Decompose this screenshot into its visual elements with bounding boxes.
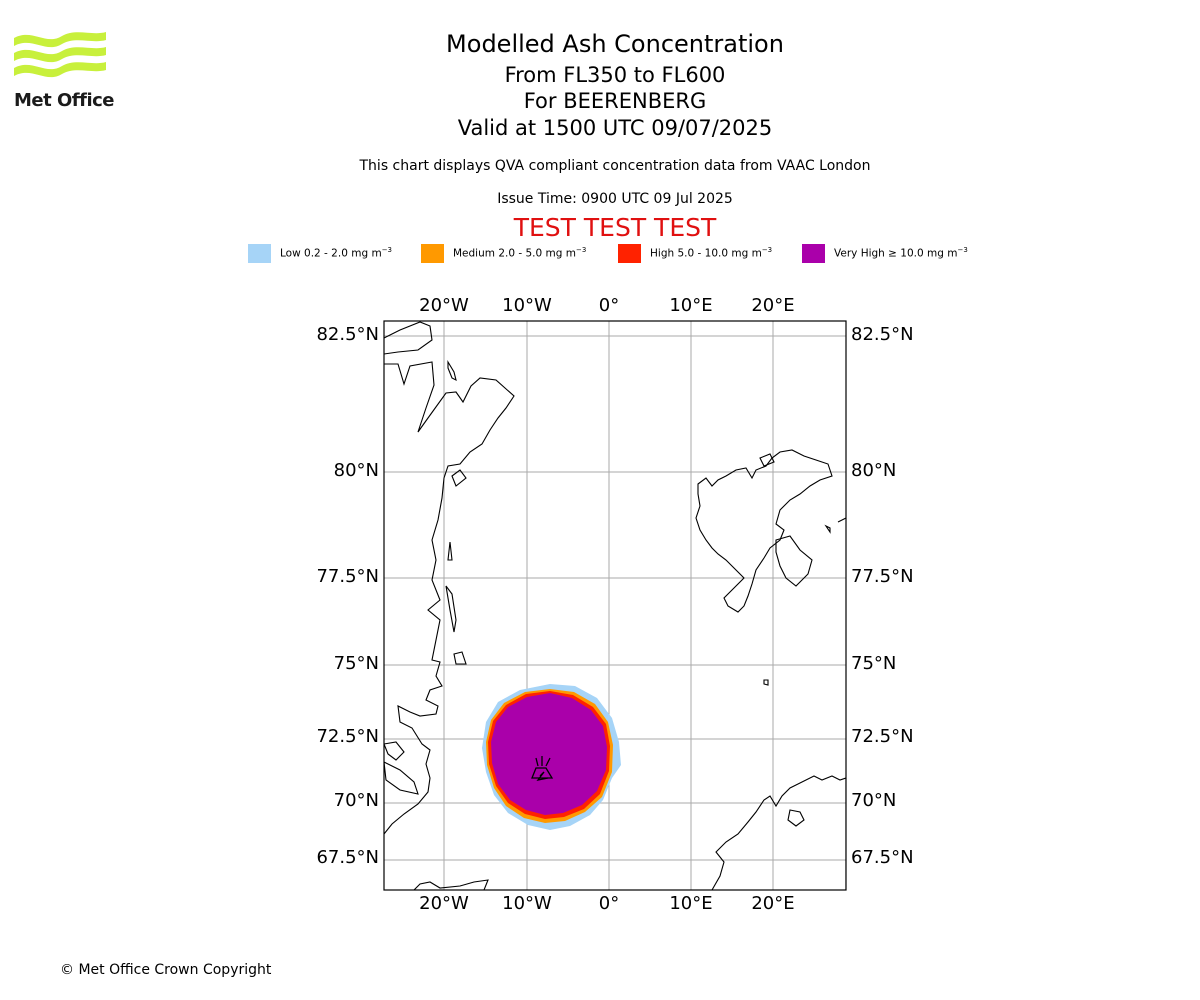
lon-label-top: 20°E [751, 295, 795, 316]
map-frame [384, 321, 846, 890]
lon-label-top: 0° [598, 295, 620, 316]
lon-label-top: 10°E [669, 295, 713, 316]
coastline-island [384, 741, 405, 761]
coastline-island [759, 453, 775, 467]
logo-text: Met Office [14, 90, 115, 111]
lon-label-bottom: 10°E [669, 893, 713, 914]
lat-label-right: 77.5°N [851, 566, 914, 587]
lon-label-bottom: 20°W [419, 893, 469, 914]
issue-time: Issue Time: 0900 UTC 09 Jul 2025 [497, 191, 733, 207]
lat-label-left: 72.5°N [316, 726, 379, 747]
lat-label-left: 80°N [333, 460, 379, 481]
lat-label-left: 75°N [333, 653, 379, 674]
legend-label-high: High 5.0 - 10.0 mg m−3 [650, 246, 773, 260]
coastlines [384, 321, 846, 890]
coastline-island [824, 524, 831, 534]
map-border [383, 320, 847, 891]
lat-label-right: 67.5°N [851, 847, 914, 868]
coastline-island [445, 585, 457, 633]
lat-label-right: 82.5°N [851, 324, 914, 345]
lat-label-left: 70°N [333, 790, 379, 811]
lat-label-right: 72.5°N [851, 726, 914, 747]
coastline-island [447, 541, 453, 561]
legend-label-low: Low 0.2 - 2.0 mg m−3 [280, 246, 393, 260]
coastline-norway [711, 775, 846, 890]
lon-label-top: 10°W [502, 295, 552, 316]
legend-label-very-high: Very High ≥ 10.0 mg m−3 [834, 246, 968, 260]
legend-swatch-low [248, 244, 271, 263]
coastline-island [447, 360, 457, 382]
legend-swatch-medium [421, 244, 444, 263]
coastline-greenland-east [384, 361, 515, 835]
coastline-island [384, 761, 419, 795]
valid-time: Valid at 1500 UTC 09/07/2025 [457, 116, 773, 140]
lon-label-bottom: 10°W [502, 893, 552, 914]
lat-label-left: 77.5°N [316, 566, 379, 587]
lat-label-right: 80°N [851, 460, 897, 481]
lat-label-right: 70°N [851, 790, 897, 811]
legend-swatch-very-high [802, 244, 825, 263]
coastline-greenland-north [384, 321, 433, 355]
flight-levels: From FL350 to FL600 [504, 63, 726, 87]
volcano-name: For BEERENBERG [523, 89, 707, 113]
copyright: © Met Office Crown Copyright [60, 962, 272, 978]
coastline-island [413, 879, 489, 890]
lon-label-bottom: 20°E [751, 893, 795, 914]
test-banner: TEST TEST TEST [513, 213, 717, 242]
coastline-island [775, 535, 813, 587]
logo-waves-icon [14, 32, 106, 78]
ash-area-very-high [491, 693, 607, 815]
compliance-note: This chart displays QVA compliant concen… [359, 158, 871, 174]
coastline-island [837, 517, 846, 523]
lat-label-left: 82.5°N [316, 324, 379, 345]
coastline-svalbard [695, 449, 833, 613]
legend-label-medium: Medium 2.0 - 5.0 mg m−3 [453, 246, 587, 260]
coastline-island [453, 651, 467, 665]
legend-swatch-high [618, 244, 641, 263]
volcano-icon [531, 756, 554, 781]
lon-label-bottom: 0° [598, 893, 620, 914]
coastline-bear-island [763, 679, 769, 686]
lat-label-right: 75°N [851, 653, 897, 674]
met-office-logo: Met Office [14, 30, 115, 112]
coastline-island [787, 809, 805, 827]
lon-label-top: 20°W [419, 295, 469, 316]
lat-label-left: 67.5°N [316, 847, 379, 868]
chart-title: Modelled Ash Concentration [446, 30, 784, 58]
coastline-island [451, 469, 467, 487]
